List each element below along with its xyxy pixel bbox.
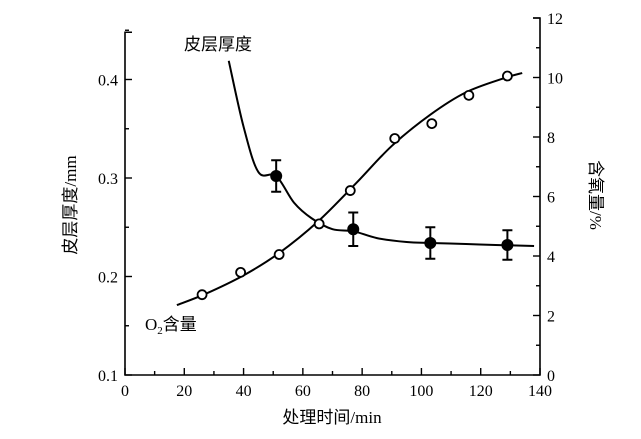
x-tick-label: 120 <box>469 383 493 400</box>
oxygen-point <box>426 118 438 130</box>
thickness-point <box>501 238 514 251</box>
oxygen-point <box>463 89 475 101</box>
oxygen-point <box>313 218 325 230</box>
oxygen-point <box>273 249 285 260</box>
annotation-oxygen: O2含量 <box>145 315 197 337</box>
annotation-oxygen-sub: 2 <box>157 325 163 337</box>
y-right-tick-label: 12 <box>547 11 563 28</box>
y-left-tick-label: 0.3 <box>98 171 118 188</box>
left-axis-label: 皮层厚度/mm <box>61 155 80 254</box>
oxygen-point <box>501 70 513 82</box>
y-right-tick-label: 6 <box>547 190 555 207</box>
x-tick-label: 60 <box>295 383 311 400</box>
y-right-tick-label: 10 <box>547 71 563 88</box>
annotation-thickness: 皮层厚度 <box>184 35 252 54</box>
y-left-tick-label: 0.1 <box>98 368 118 385</box>
y-right-tick-label: 0 <box>547 368 555 385</box>
annotation-oxygen-main: O <box>145 315 157 334</box>
y-left-tick-label: 0.4 <box>98 73 118 90</box>
x-axis-label: 处理时间/min <box>282 408 382 427</box>
y-left-tick-label: 0.2 <box>98 270 118 287</box>
thickness-fit-curve <box>227 60 535 247</box>
x-tick-label: 20 <box>176 383 192 400</box>
axes: 0 20 40 60 80 100 120 140 0.1 0.2 0.3 0.4 0 2 4 6 8 10 12 <box>98 11 563 400</box>
right-axis-label: 含氧量/% <box>586 160 605 230</box>
thickness-point <box>270 170 283 183</box>
y-right-tick-label: 4 <box>547 249 555 266</box>
oxygen-point <box>344 185 356 196</box>
oxygen-point <box>196 289 208 301</box>
oxygen-fit-curve <box>176 72 523 307</box>
oxygen-point <box>235 266 247 278</box>
fit-curves <box>176 60 535 307</box>
annotation-oxygen-rest: 含量 <box>163 315 197 334</box>
y-right-tick-label: 8 <box>547 130 555 147</box>
data-points <box>196 70 514 301</box>
x-tick-label: 80 <box>354 383 370 400</box>
thickness-point <box>424 237 437 250</box>
y-right-tick-label: 2 <box>547 309 555 326</box>
x-tick-label: 100 <box>409 383 433 400</box>
oxygen-point <box>389 133 401 144</box>
x-tick-label: 40 <box>236 383 252 400</box>
x-tick-label: 140 <box>528 383 552 400</box>
x-tick-label: 0 <box>121 383 129 400</box>
thickness-point <box>347 223 360 236</box>
